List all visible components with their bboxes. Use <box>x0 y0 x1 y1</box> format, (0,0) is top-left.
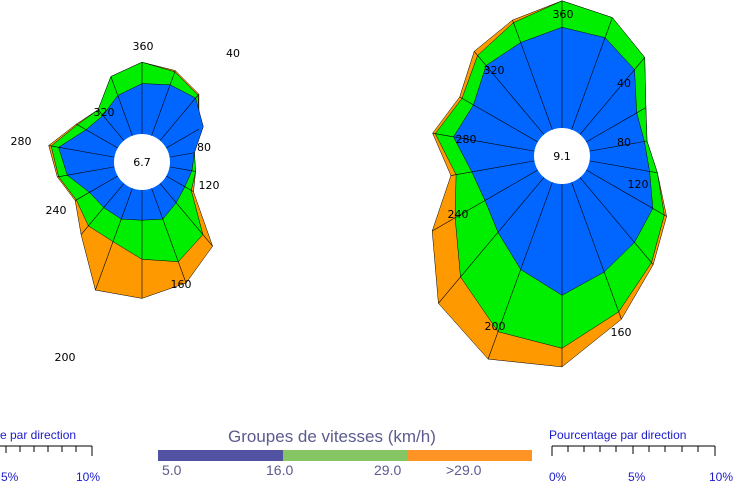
rose-left-direction-label-160: 160 <box>171 278 192 291</box>
rose-left-spoke <box>169 166 196 172</box>
rose-right-direction-label-200: 200 <box>485 320 506 333</box>
rose-left-direction-label-120: 120 <box>199 179 220 192</box>
left-scale-title: e par direction <box>0 428 77 442</box>
rose-left-direction-label-80: 80 <box>197 141 211 154</box>
rose-left-spoke <box>75 175 118 201</box>
rose-right-spoke <box>432 132 535 152</box>
legend-swatch-mid <box>283 450 407 461</box>
rose-left-direction-label-40: 40 <box>226 47 240 60</box>
rose-right-spoke <box>586 107 647 143</box>
rose-right-spoke <box>512 20 553 130</box>
right-scale-ruler <box>551 445 716 456</box>
rose-left-spoke <box>159 94 200 141</box>
right-scale-tick-10: 10% <box>709 470 734 484</box>
legend-title: Groupes de vitesses (km/h) <box>228 427 436 446</box>
left-percentage-scale: e par direction 5% 10% <box>0 428 110 484</box>
rose-left-direction-label-320: 320 <box>94 106 115 119</box>
rose-left-center-label: 6.7 <box>133 156 151 169</box>
right-scale-tick-5: 5% <box>628 470 646 484</box>
rose-right-spoke <box>589 140 648 152</box>
rose-left-spoke <box>48 145 115 158</box>
rose-right-spoke <box>438 177 545 304</box>
left-scale-tick-10: 10% <box>76 470 101 484</box>
rose-right-spoke <box>571 182 622 320</box>
rose-left-spoke <box>166 175 194 193</box>
legend-label-29: 29.0 <box>374 462 402 478</box>
rose-left-spoke <box>151 188 187 284</box>
rose-right-center-hole <box>534 128 590 184</box>
rose-right-spoke <box>432 169 538 232</box>
rose-left-spoke <box>166 128 200 149</box>
rose-left-spoke <box>97 109 125 141</box>
rose-left-direction-label-360: 360 <box>133 40 154 53</box>
legend-label-over29: >29.0 <box>446 462 482 478</box>
rose-left-spoke <box>151 70 176 136</box>
rose-right-center-label: 9.1 <box>553 150 571 163</box>
rose-left-direction-label-200: 200 <box>55 351 76 364</box>
rose-left-spoke <box>95 188 133 291</box>
left-scale-ruler <box>0 445 93 456</box>
rose-right-spoke <box>579 177 654 265</box>
wind-rose-left: 6.7 40 80 120 160 200 240 280 320 360 <box>11 40 241 364</box>
right-percentage-scale: Pourcentage par direction 0% 5% 10% <box>549 428 739 484</box>
rose-left-direction-label-240: 240 <box>46 204 67 217</box>
rose-right-spoke <box>487 182 553 360</box>
rose-right-direction-label-360: 360 <box>553 8 574 21</box>
rose-left-spoke <box>169 152 195 158</box>
rose-left-spoke <box>110 76 133 136</box>
legend-label-5: 5.0 <box>162 462 182 478</box>
rose-right-spoke <box>450 160 535 176</box>
rose-left-direction-label-280: 280 <box>11 135 32 148</box>
rose-right-spoke <box>571 17 613 130</box>
wind-rose-right: 9.1 360 40 80 120 160 200 240 280 320 <box>431 0 667 368</box>
legend-label-16: 16.0 <box>266 462 294 478</box>
rose-left-center-hole <box>114 134 170 190</box>
legend-swatch-low <box>158 450 283 461</box>
left-scale-tick-5: 5% <box>1 470 19 484</box>
legend-swatch-high <box>407 450 532 461</box>
rose-right-spoke <box>459 96 538 143</box>
right-scale-tick-0: 0% <box>549 470 567 484</box>
rose-right-direction-label-160: 160 <box>611 326 632 339</box>
rose-right-direction-label-120: 120 <box>628 178 649 191</box>
rose-left-spoke <box>80 183 125 235</box>
rose-left-spoke <box>76 123 118 149</box>
rose-right-direction-label-280: 280 <box>456 133 477 146</box>
right-scale-title: Pourcentage par direction <box>549 428 687 442</box>
rose-right-spoke <box>589 160 658 174</box>
legend-color-bar <box>158 450 532 461</box>
rose-right-direction-label-320: 320 <box>484 64 505 77</box>
rose-left-spoke <box>57 166 115 178</box>
rose-right-direction-label-80: 80 <box>617 136 631 149</box>
rose-right-direction-label-40: 40 <box>617 77 631 90</box>
rose-right-spoke <box>579 57 645 135</box>
rose-right-spoke <box>473 51 545 135</box>
rose-right-spoke <box>586 169 667 217</box>
rose-left-spoke <box>159 183 213 247</box>
rose-right-direction-label-240: 240 <box>448 208 469 221</box>
